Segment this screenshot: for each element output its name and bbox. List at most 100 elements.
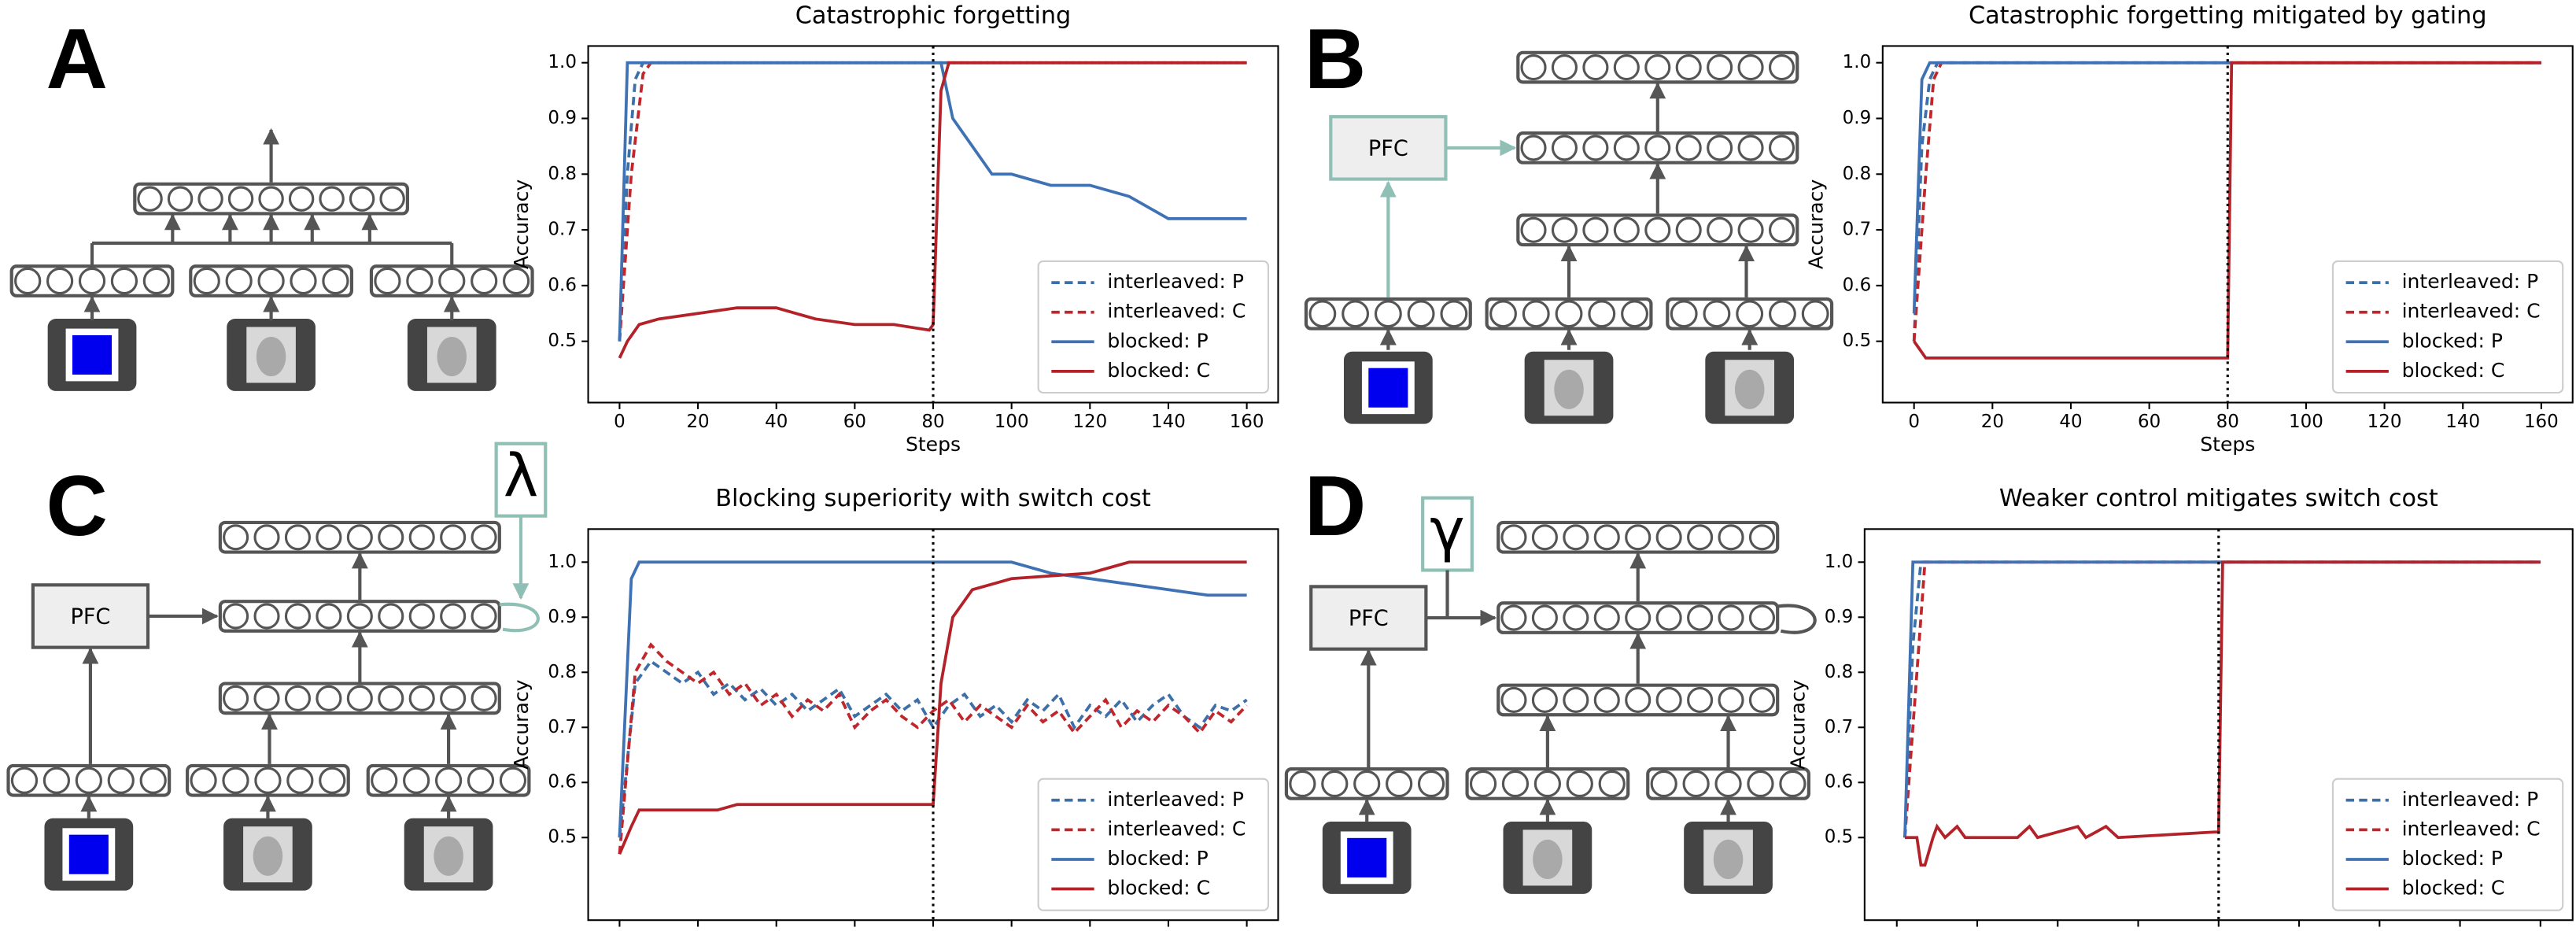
x-tick-label: 100 — [995, 929, 1029, 931]
y-tick-label: 0.9 — [548, 108, 577, 128]
x-tick-label: 120 — [2367, 412, 2402, 432]
unit — [1531, 604, 1558, 631]
chart-title: Weaker control mitigates switch cost — [1999, 485, 2438, 512]
unit — [316, 524, 342, 551]
unit — [253, 524, 280, 551]
unit — [1650, 770, 1677, 798]
series-line — [618, 61, 1247, 359]
y-tick-label: 0.6 — [548, 275, 577, 295]
color-input — [1368, 368, 1408, 408]
color-input — [72, 334, 113, 375]
unit — [471, 603, 497, 630]
unit — [1533, 770, 1562, 798]
legend-box — [1037, 778, 1269, 911]
legend-label: interleaved: C — [2402, 300, 2541, 323]
unit — [379, 186, 405, 212]
unit — [1582, 54, 1609, 81]
x-tick-label: 80 — [2207, 929, 2230, 931]
x-tick-label: 80 — [921, 929, 944, 931]
unit — [1768, 54, 1795, 81]
unit — [1520, 135, 1547, 161]
x-tick-label: 0 — [1891, 929, 1902, 931]
unit — [316, 685, 342, 711]
unit — [1440, 300, 1468, 328]
legend-label: blocked: C — [1107, 877, 1210, 900]
face — [437, 337, 467, 377]
pfc-box — [1309, 585, 1428, 651]
unit — [1769, 300, 1796, 328]
unit — [225, 267, 253, 295]
y-tick-label: 1.0 — [1843, 52, 1872, 72]
unit — [75, 767, 102, 794]
panel-label: D — [1305, 459, 1366, 554]
y-tick-label: 0.5 — [1825, 827, 1854, 848]
x-tick-label: 140 — [2445, 412, 2480, 432]
unit — [502, 267, 530, 295]
legend-label: interleaved: P — [2402, 270, 2539, 293]
x-tick-label: 100 — [995, 412, 1029, 432]
unit — [1644, 135, 1671, 161]
x-axis-label: Steps — [906, 433, 961, 456]
unit — [374, 267, 401, 295]
x-tick-label: 60 — [843, 412, 866, 432]
plot — [618, 560, 1248, 855]
x-tick-label: 0 — [1908, 412, 1920, 432]
panel-label: B — [1305, 12, 1366, 107]
unit — [223, 685, 249, 711]
unit — [1737, 135, 1764, 161]
unit — [1613, 216, 1640, 243]
unit — [499, 767, 527, 794]
unit — [197, 186, 223, 212]
series-line — [618, 560, 1247, 838]
unit — [227, 186, 254, 212]
series-line — [618, 642, 1248, 855]
unit — [408, 524, 435, 551]
unit — [1593, 686, 1620, 713]
unit — [1551, 54, 1578, 81]
x-tick-label: 160 — [1230, 929, 1264, 931]
unit — [1613, 54, 1640, 81]
y-tick-label: 0.9 — [548, 607, 577, 627]
unit — [258, 186, 284, 212]
face — [1533, 839, 1563, 880]
legend-label: blocked: C — [1107, 359, 1210, 382]
unit — [371, 767, 398, 794]
unit — [107, 767, 135, 794]
recurrence — [499, 602, 540, 633]
unit — [1737, 216, 1764, 243]
y-tick-label: 1.0 — [1825, 552, 1854, 572]
legend-label: blocked: P — [1107, 847, 1208, 870]
unit — [14, 267, 42, 295]
legend-box — [2331, 260, 2564, 394]
unit — [349, 186, 375, 212]
series-line — [618, 560, 1247, 855]
unit — [406, 267, 434, 295]
pfc-label: PFC — [70, 605, 110, 630]
unit — [253, 685, 280, 711]
unit — [1736, 300, 1764, 328]
unit — [1563, 686, 1589, 713]
legend-label: interleaved: P — [1107, 270, 1244, 293]
unit — [1748, 686, 1776, 713]
chart-title: Blocking superiority with switch cost — [715, 485, 1151, 512]
unit — [42, 767, 71, 794]
unit — [467, 767, 495, 794]
y-tick-label: 0.8 — [548, 164, 577, 184]
unit — [193, 267, 220, 295]
face — [253, 836, 283, 876]
unit — [1768, 216, 1795, 243]
frame — [1863, 528, 2574, 922]
unit — [346, 685, 373, 711]
unit — [1308, 300, 1337, 328]
face — [434, 836, 463, 876]
unit — [1563, 604, 1589, 631]
unit — [471, 524, 497, 551]
unit — [137, 186, 163, 212]
unit — [223, 603, 249, 630]
plot — [1903, 560, 2541, 867]
y-tick-label: 0.8 — [548, 662, 577, 682]
unit — [1353, 770, 1381, 798]
unit — [290, 267, 317, 295]
chart: Weaker control mitigates switch costStep… — [1786, 485, 2574, 931]
legend-label: blocked: P — [2402, 847, 2503, 870]
